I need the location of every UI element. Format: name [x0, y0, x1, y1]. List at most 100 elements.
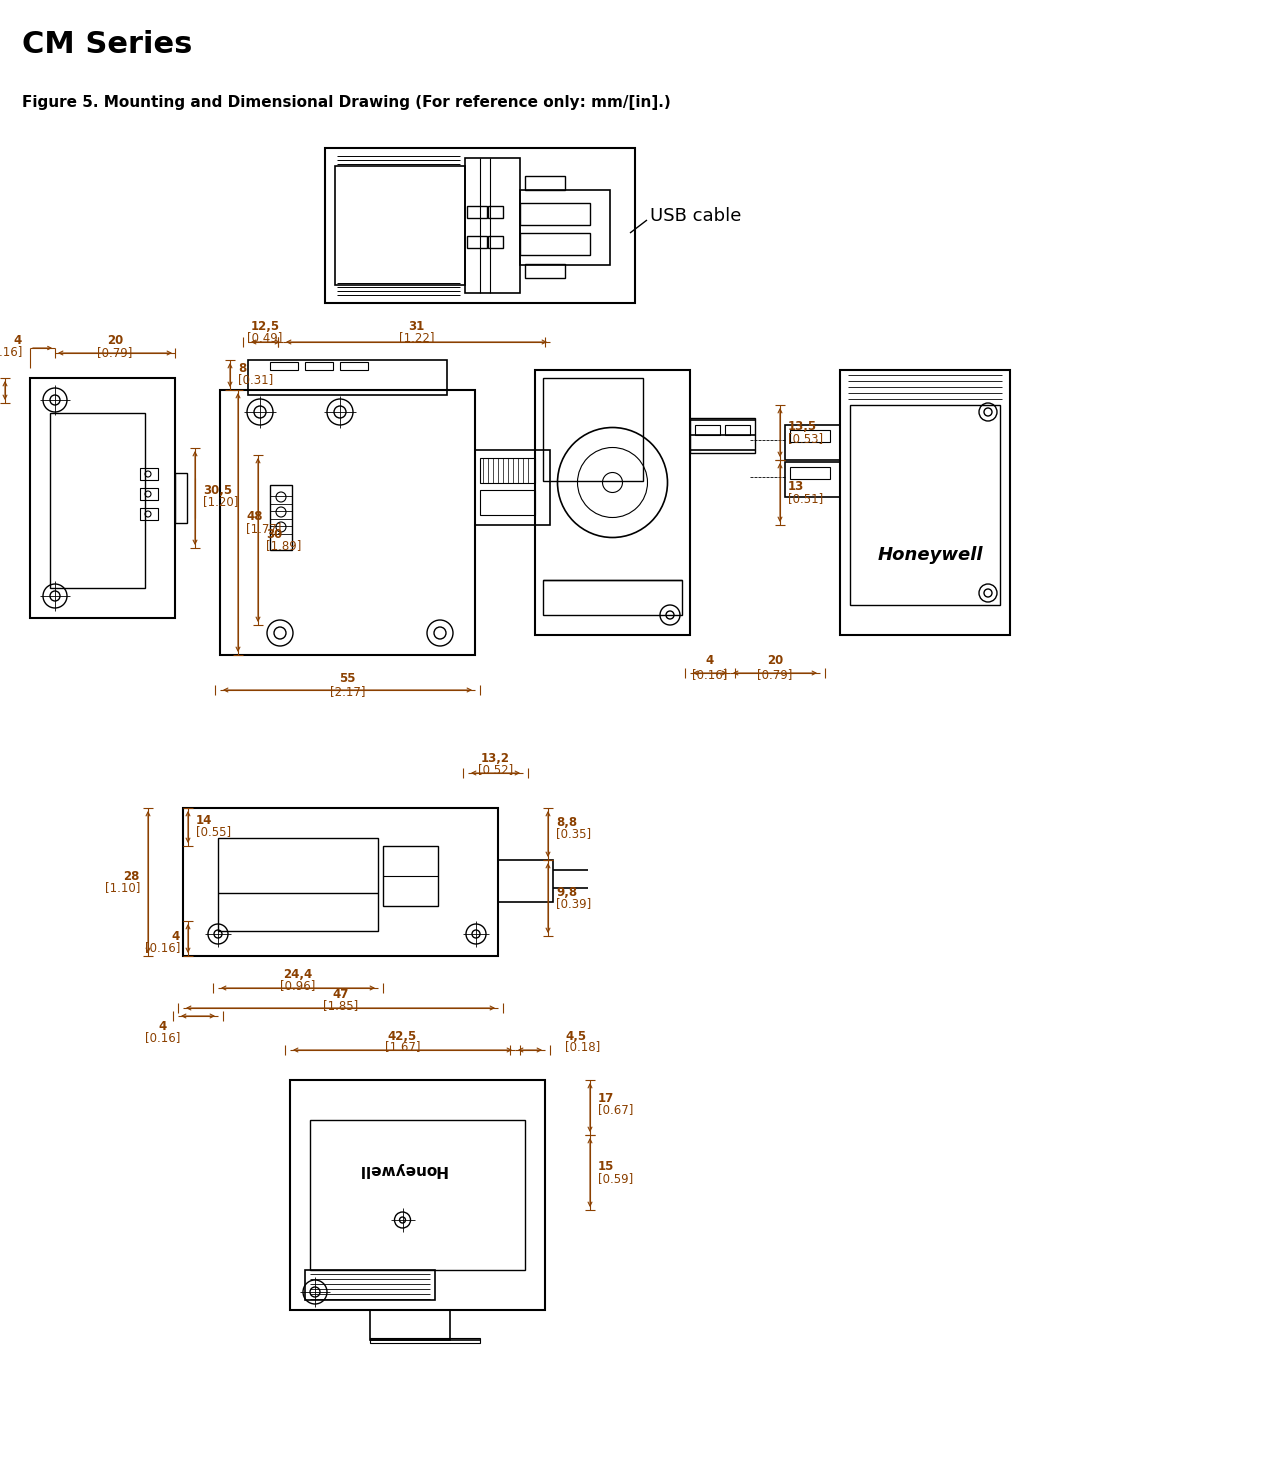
Text: [0.18]: [0.18]: [566, 1040, 600, 1053]
Bar: [476, 450, 550, 525]
Bar: [520, 233, 590, 255]
Bar: [481, 490, 535, 515]
Bar: [175, 472, 186, 524]
Bar: [695, 425, 720, 436]
Bar: [525, 264, 566, 279]
Bar: [839, 370, 1011, 635]
Text: 42,5: 42,5: [388, 1030, 417, 1043]
Text: 4: 4: [706, 654, 714, 667]
Bar: [270, 496, 292, 505]
Text: 4: 4: [171, 930, 180, 942]
Text: 14: 14: [197, 814, 212, 826]
Text: [0.31]: [0.31]: [238, 374, 273, 386]
Bar: [306, 362, 333, 370]
Text: Figure 5. Mounting and Dimensional Drawing (For reference only: mm/[in].): Figure 5. Mounting and Dimensional Drawi…: [22, 95, 671, 110]
Text: 4: 4: [14, 333, 22, 346]
Text: [0.52]: [0.52]: [478, 763, 514, 776]
Text: Honeywell: Honeywell: [358, 1162, 448, 1178]
Bar: [49, 414, 145, 588]
Text: [0.67]: [0.67]: [598, 1103, 634, 1116]
Bar: [340, 362, 368, 370]
Bar: [525, 176, 566, 191]
Text: [0.79]: [0.79]: [757, 669, 792, 682]
Bar: [481, 458, 535, 483]
Bar: [535, 370, 690, 635]
Bar: [690, 418, 754, 453]
Bar: [335, 166, 465, 285]
Bar: [30, 378, 175, 618]
Text: [0.16]: [0.16]: [0, 346, 22, 358]
Text: [0.16]: [0.16]: [146, 1031, 180, 1045]
Bar: [785, 462, 839, 497]
Bar: [465, 158, 520, 293]
Bar: [270, 527, 292, 534]
Text: [0.35]: [0.35]: [555, 827, 591, 841]
Text: 55: 55: [340, 672, 356, 685]
Text: 28: 28: [123, 870, 139, 883]
Text: 9,8: 9,8: [555, 886, 577, 898]
Text: CM Series: CM Series: [22, 29, 193, 59]
Text: [0.96]: [0.96]: [280, 980, 316, 993]
Text: [0.16]: [0.16]: [692, 669, 728, 682]
Text: 31: 31: [408, 320, 425, 333]
Bar: [790, 430, 831, 442]
Bar: [498, 860, 553, 902]
Bar: [850, 405, 1000, 604]
Text: [1.77]: [1.77]: [246, 522, 281, 535]
Text: [0.16]: [0.16]: [145, 942, 180, 955]
Text: 4,5: 4,5: [566, 1030, 586, 1043]
Text: 24,4: 24,4: [283, 968, 313, 980]
Text: [1.89]: [1.89]: [266, 540, 302, 553]
Bar: [139, 468, 158, 480]
Text: 30: 30: [266, 528, 283, 540]
Bar: [183, 808, 498, 956]
Text: 12,5: 12,5: [251, 320, 279, 333]
Bar: [270, 362, 298, 370]
Bar: [139, 508, 158, 519]
Bar: [218, 838, 378, 932]
Text: [1.20]: [1.20]: [203, 496, 238, 509]
Text: [1.10]: [1.10]: [105, 882, 139, 895]
Bar: [467, 205, 487, 219]
Bar: [790, 467, 831, 480]
Text: 15: 15: [598, 1160, 615, 1174]
Bar: [309, 1119, 525, 1270]
Bar: [325, 148, 635, 304]
Text: [0.51]: [0.51]: [787, 491, 823, 505]
Text: [2.17]: [2.17]: [330, 685, 365, 698]
Bar: [290, 1080, 545, 1310]
Bar: [221, 390, 476, 654]
Text: 48: 48: [246, 511, 262, 524]
Text: 13,5: 13,5: [787, 420, 817, 433]
Text: [0.79]: [0.79]: [98, 346, 133, 359]
Bar: [785, 425, 839, 461]
Text: 47: 47: [332, 987, 349, 1000]
Bar: [270, 486, 292, 550]
Text: 13: 13: [787, 480, 804, 493]
Bar: [520, 191, 610, 266]
Text: 8,8: 8,8: [555, 816, 577, 829]
Text: 30,5: 30,5: [203, 484, 232, 496]
Text: USB cable: USB cable: [650, 207, 742, 224]
Text: 20: 20: [107, 334, 123, 348]
Text: [0.53]: [0.53]: [787, 431, 823, 445]
Bar: [383, 846, 437, 907]
Text: 17: 17: [598, 1091, 614, 1105]
Text: [0.55]: [0.55]: [197, 826, 231, 839]
Bar: [249, 359, 448, 395]
Text: 13,2: 13,2: [481, 753, 510, 766]
Text: 8: 8: [238, 361, 246, 374]
Bar: [543, 579, 682, 615]
Text: 20: 20: [767, 654, 784, 667]
Bar: [370, 1338, 481, 1342]
Text: [0.49]: [0.49]: [247, 332, 283, 345]
Text: [0.39]: [0.39]: [555, 898, 591, 911]
Text: [0.59]: [0.59]: [598, 1172, 633, 1185]
Bar: [306, 1270, 435, 1300]
Text: 4: 4: [158, 1020, 167, 1033]
Bar: [139, 489, 158, 500]
Bar: [488, 236, 503, 248]
Bar: [370, 1310, 450, 1339]
Bar: [270, 511, 292, 519]
Text: Honeywell: Honeywell: [877, 546, 983, 563]
